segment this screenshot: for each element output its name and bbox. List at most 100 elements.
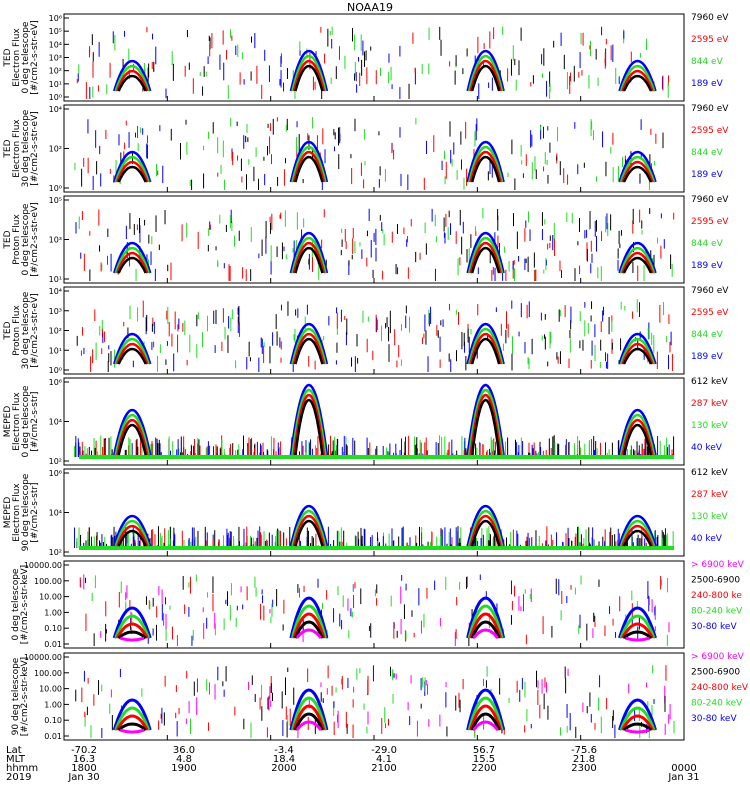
pass-curve-green xyxy=(291,509,327,547)
y-tick-label: 10⁶ xyxy=(49,378,62,387)
pass-curve-magenta xyxy=(625,636,650,642)
panel-4: 10⁴ 10³ 10² 10¹ 10⁰ TED Proton Flux 30 deg tele… xyxy=(3,286,729,375)
legend-entry: 130 keV xyxy=(691,421,728,431)
pass-curve-green xyxy=(467,236,504,274)
y-axis-label: TED xyxy=(3,321,13,340)
pass-curve-blue xyxy=(618,241,657,274)
pass-curve-blue xyxy=(618,408,657,456)
y-axis-label: MEPED xyxy=(3,497,13,529)
legend-entry: 40 keV xyxy=(691,534,723,544)
pass-curve-black xyxy=(117,347,147,365)
footer-row-label: hhmm xyxy=(6,763,38,774)
y-tick-label: 10¹ xyxy=(49,346,62,355)
y-axis-label: Electron Flux xyxy=(12,483,22,542)
footer-lat: -29.0 xyxy=(371,745,397,756)
pass-curve-magenta xyxy=(119,728,145,734)
y-axis-label: 30 deg telescope xyxy=(21,109,31,187)
footer-hhmm: 2300 xyxy=(571,763,596,774)
legend-entry: 844 eV xyxy=(691,239,724,249)
footer-mlt: 18.4 xyxy=(273,754,295,765)
pass-curve-red xyxy=(292,150,326,183)
pass-curve-red xyxy=(115,418,149,456)
pass-curve-red xyxy=(115,622,149,639)
legend-entry: 189 eV xyxy=(691,170,724,180)
pass-curve-green xyxy=(114,337,150,365)
legend-entry: 189 eV xyxy=(691,352,724,362)
pass-curve-green xyxy=(619,64,656,92)
panel-2: 10⁴ 10² 10⁰ TED Electron Flux 30 deg telescop… xyxy=(3,104,729,193)
panel-frame xyxy=(63,468,685,557)
y-axis-label: Electron Flux xyxy=(12,119,22,178)
y-axis-label: [#/cm2-s-str-keV] xyxy=(20,657,30,736)
pass-curve-green xyxy=(291,327,327,365)
pass-curve-blue xyxy=(466,140,505,183)
y-tick-label: 10⁰ xyxy=(49,93,62,102)
pass-curve-green xyxy=(467,509,504,547)
legend-entry: 7960 eV xyxy=(691,13,729,23)
legend-entry: 40 keV xyxy=(691,443,723,453)
y-axis-label: 90 deg telescope xyxy=(11,657,21,735)
pass-curve-magenta xyxy=(472,628,499,639)
chart-title: NOAA19 xyxy=(347,1,393,14)
panel-7: 10000.00 100.00 10.00 1.00 0.10 0.01 0 deg tel… xyxy=(11,560,745,649)
pass-curve-red xyxy=(621,160,654,183)
pass-curve-red xyxy=(621,69,654,92)
footer-date: Jan 30 xyxy=(67,772,99,783)
pass-curve-red xyxy=(116,342,149,365)
pass-curve-black xyxy=(294,398,324,456)
panel-3: 10⁵ 10³ 10¹ TED Proton Flux 0 deg telescope [#… xyxy=(3,195,729,284)
pass-curve-blue xyxy=(113,514,152,547)
pass-curve-green xyxy=(619,614,656,639)
y-tick-label: 10.00 xyxy=(39,685,62,694)
pass-curve-blue xyxy=(466,504,505,547)
legend-entry: > 6900 keV xyxy=(691,560,745,570)
y-axis-label: TED xyxy=(3,139,13,158)
pass-curve-green xyxy=(290,604,327,639)
panel-8: 10000.00 100.00 10.00 1.00 0.10 0.01 90 deg te… xyxy=(11,652,749,741)
footer-hhmm: 1800 xyxy=(71,763,96,774)
y-axis-label: [#/cm2-s-str-eV] xyxy=(30,202,40,277)
pass-curve-black xyxy=(470,155,501,183)
pass-curve-black xyxy=(117,722,147,732)
pass-curve-black xyxy=(622,529,653,547)
y-axis-label: [#/cm2-s-str-eV] xyxy=(30,111,40,186)
y-tick-label: 10³ xyxy=(49,307,62,316)
pass-curve-black xyxy=(117,529,147,547)
pass-curve-magenta xyxy=(295,720,323,731)
y-axis-label: 0 deg telescope xyxy=(21,385,31,457)
pass-curve-black xyxy=(622,165,653,183)
pass-curve-red xyxy=(292,332,326,365)
footer-hhmm: 2000 xyxy=(271,763,296,774)
pass-curve-green xyxy=(291,54,327,92)
y-tick-label: 10⁴ xyxy=(49,287,62,296)
pass-curve-black xyxy=(470,519,501,547)
footer-hhmm: 1900 xyxy=(171,763,196,774)
legend-entry: 240-800 ke xyxy=(691,591,742,601)
pass-curve-blue xyxy=(289,688,329,731)
footer-hhmm: 0000 xyxy=(671,763,696,774)
pass-curve-red xyxy=(292,393,326,456)
y-axis-label: Electron Flux xyxy=(12,28,22,87)
legend-entry: 7960 eV xyxy=(691,104,729,114)
legend-entry: > 6900 keV xyxy=(691,652,745,662)
pass-curve-red xyxy=(115,714,149,731)
legend-entry: 612 keV xyxy=(691,468,728,478)
pass-curve-green xyxy=(467,388,504,456)
footer-mlt: 16.3 xyxy=(73,754,95,765)
panel-frame xyxy=(63,104,685,193)
y-tick-label: 10² xyxy=(49,548,62,557)
y-tick-label: 10.00 xyxy=(39,593,62,602)
pass-curve-red xyxy=(469,241,502,274)
y-tick-label: 10⁴ xyxy=(49,509,62,518)
pass-curve-red xyxy=(292,241,326,274)
pass-curve-black xyxy=(294,155,324,183)
pass-curve-red xyxy=(469,704,503,731)
y-tick-label: 100.00 xyxy=(34,669,62,678)
y-tick-label: 10⁶ xyxy=(49,469,62,478)
legend-entry: 2595 eV xyxy=(691,126,729,136)
footer-mlt: 15.5 xyxy=(473,754,495,765)
pass-curve-black xyxy=(117,630,147,640)
pass-curve-green xyxy=(291,388,327,456)
y-tick-label: 10² xyxy=(49,145,62,154)
pass-curve-blue xyxy=(466,231,505,274)
